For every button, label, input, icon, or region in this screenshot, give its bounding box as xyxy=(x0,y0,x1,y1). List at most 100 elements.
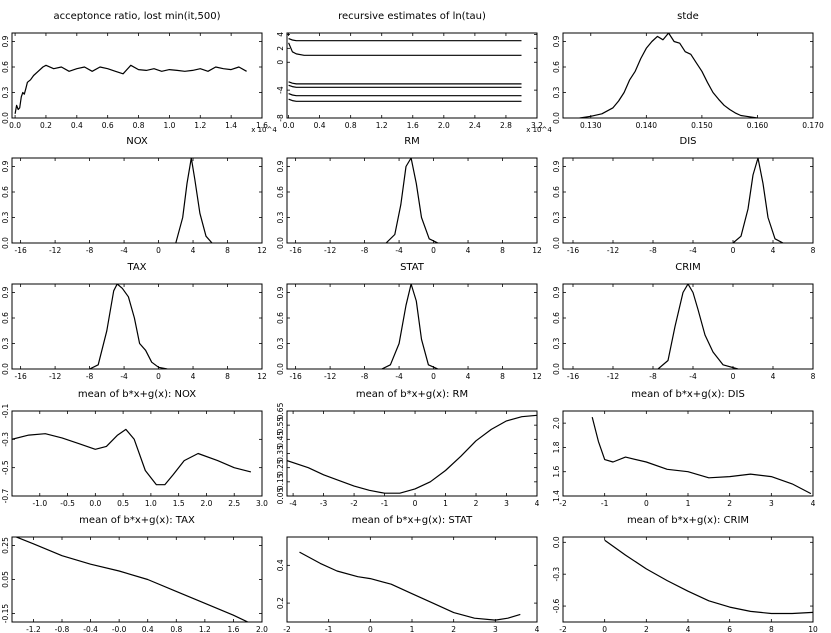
panel-title: mean of b*x+g(x): RM xyxy=(356,389,468,400)
x-tick-label: 0 xyxy=(731,246,736,255)
x-tick-label: -8 xyxy=(649,372,657,381)
y-tick-label: 0.0 xyxy=(276,237,285,249)
plot-frame xyxy=(562,157,814,244)
x-tick-label: -1.2 xyxy=(26,625,41,633)
x-tick-label: 1.6 xyxy=(407,121,419,130)
x-tick-label: 4 xyxy=(771,372,776,381)
x-tick-label: 4 xyxy=(466,372,471,381)
x-tick-label: 12 xyxy=(532,246,542,255)
x-tick-label: 0.160 xyxy=(747,121,769,130)
plot-frame xyxy=(562,536,814,623)
y-tick-label: 0.6 xyxy=(552,61,561,73)
panel-title: STAT xyxy=(400,262,425,273)
y-tick-label: 0.3 xyxy=(1,86,10,98)
x-tick-label: 1 xyxy=(410,625,415,633)
series-line-5 xyxy=(288,98,522,102)
x-tick-label: 8 xyxy=(500,372,505,381)
y-tick-label: 0.35 xyxy=(276,445,285,462)
x-tick-label: 0.8 xyxy=(345,121,357,130)
y-tick-label: 0.25 xyxy=(276,459,285,476)
panel-2: stde 0.130 0.140 0.150 0.160 0.170 0.0 0.3 0.6 0.… xyxy=(552,11,824,130)
series-line-0 xyxy=(288,38,522,42)
panel-6: TAX -16 -12 -8 -4 0 4 8 12 0.0 0.3 0.6 0.9 xyxy=(1,262,267,381)
y-tick-label: 0.0 xyxy=(276,363,285,375)
x-tick-label: 0.150 xyxy=(691,121,713,130)
x-tick-label: 0.4 xyxy=(71,121,83,130)
x-tick-label: 2.0 xyxy=(200,499,212,508)
x-tick-label: 2.8 xyxy=(500,121,512,130)
x-tick-label: 0.6 xyxy=(102,121,114,130)
y-tick-label: 0.0 xyxy=(552,363,561,375)
panel-title: CRIM xyxy=(675,262,701,273)
y-tick-label: 0.0 xyxy=(1,363,10,375)
y-tick-label: 0.9 xyxy=(1,160,10,172)
x-tick-label: -12 xyxy=(607,372,619,381)
y-tick-label: -0.1 xyxy=(1,403,10,418)
y-tick-label: 1.4 xyxy=(552,490,561,502)
x-tick-label: 8 xyxy=(500,246,505,255)
plot-frame xyxy=(11,32,263,119)
x-tick-label: 3 xyxy=(493,625,498,633)
series-line-0 xyxy=(12,428,252,486)
panel-title: acceptonce ratio, lost min(it,500) xyxy=(53,11,220,22)
panel-title: stde xyxy=(677,11,699,22)
x-tick-label: -2 xyxy=(283,625,291,633)
plot-frame xyxy=(11,283,263,370)
y-tick-label: 0.9 xyxy=(552,160,561,172)
x-tick-label: 0.8 xyxy=(133,121,145,130)
panel-10: mean of b*x+g(x): RM -4 -3 -2 -1 0 1 2 3 4 0.050.1… xyxy=(276,389,540,508)
y-tick-label: 0.55 xyxy=(276,417,285,434)
x-tick-label: -4 xyxy=(120,246,128,255)
x-tick-label: 2 xyxy=(644,625,649,633)
plot-frame xyxy=(286,32,538,119)
x-tick-label: 12 xyxy=(532,372,542,381)
x-tick-label: 1.2 xyxy=(194,121,206,130)
x-tick-label: 4 xyxy=(535,499,540,508)
y-tick-label: 0.9 xyxy=(552,35,561,47)
plot-frame xyxy=(286,283,538,370)
x-tick-label: 2 xyxy=(451,625,456,633)
panel-title: NOX xyxy=(126,136,148,147)
x-tick-label: -8 xyxy=(361,372,369,381)
x-tick-label: -4 xyxy=(120,372,128,381)
y-tick-label: 0.3 xyxy=(552,86,561,98)
x-tick-label: 0.4 xyxy=(142,625,154,633)
series-line-0 xyxy=(299,551,521,621)
y-tick-label: 2 xyxy=(276,46,285,51)
x-tick-label: -12 xyxy=(49,372,61,381)
series-line-0 xyxy=(14,537,250,622)
plot-frame xyxy=(562,283,814,370)
y-tick-label: 0.3 xyxy=(276,211,285,223)
x-tick-label: 6 xyxy=(727,625,732,633)
y-tick-label: 4 xyxy=(276,32,285,37)
y-tick-label: 0.05 xyxy=(1,571,10,588)
series-line-0 xyxy=(732,158,784,243)
y-tick-label: 0.4 xyxy=(276,559,285,571)
y-tick-label: 0 xyxy=(276,60,285,65)
x-tick-label: 8 xyxy=(225,372,230,381)
x-tick-label: -2 xyxy=(559,499,567,508)
y-tick-label: 1.8 xyxy=(552,441,561,453)
y-tick-label: 0.9 xyxy=(276,286,285,298)
x-tick-label: 0 xyxy=(156,372,161,381)
panel-title: mean of b*x+g(x): STAT xyxy=(352,515,473,526)
panel-0: acceptonce ratio, lost min(it,500) 0.0 0.2… xyxy=(1,11,277,134)
plot-frame xyxy=(11,157,263,244)
x-tick-label: 1 xyxy=(686,499,691,508)
x-tick-label: 0 xyxy=(156,246,161,255)
x-tick-label: 1.5 xyxy=(173,499,185,508)
x-tick-label: -1 xyxy=(601,499,609,508)
x-tick-label: 4 xyxy=(686,625,691,633)
x-tick-label: 3 xyxy=(769,499,774,508)
y-tick-label: 0.2 xyxy=(276,597,285,609)
x-tick-label: 0.8 xyxy=(170,625,182,633)
x-scale-note: x 10^4 xyxy=(251,126,277,134)
x-tick-label: 3.0 xyxy=(256,499,268,508)
x-tick-label: 0.140 xyxy=(636,121,658,130)
y-tick-label: 0.0 xyxy=(1,112,10,124)
x-tick-label: 0.170 xyxy=(802,121,824,130)
panel-title: mean of b*x+g(x): DIS xyxy=(631,389,745,400)
x-tick-label: 12 xyxy=(257,372,267,381)
x-tick-label: 1.2 xyxy=(376,121,388,130)
y-tick-label: 0.3 xyxy=(552,211,561,223)
